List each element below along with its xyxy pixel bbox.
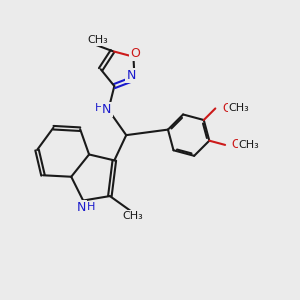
Text: N: N [77, 201, 86, 214]
Text: N: N [126, 70, 136, 83]
Text: H: H [87, 202, 96, 212]
Text: O: O [232, 138, 241, 152]
Text: O: O [222, 102, 231, 115]
Text: H: H [95, 103, 103, 113]
Text: N: N [102, 103, 112, 116]
Text: CH₃: CH₃ [238, 140, 259, 150]
Text: O: O [130, 47, 140, 60]
Text: CH₃: CH₃ [123, 211, 143, 221]
Text: CH₃: CH₃ [88, 35, 109, 45]
Text: CH₃: CH₃ [229, 103, 250, 113]
